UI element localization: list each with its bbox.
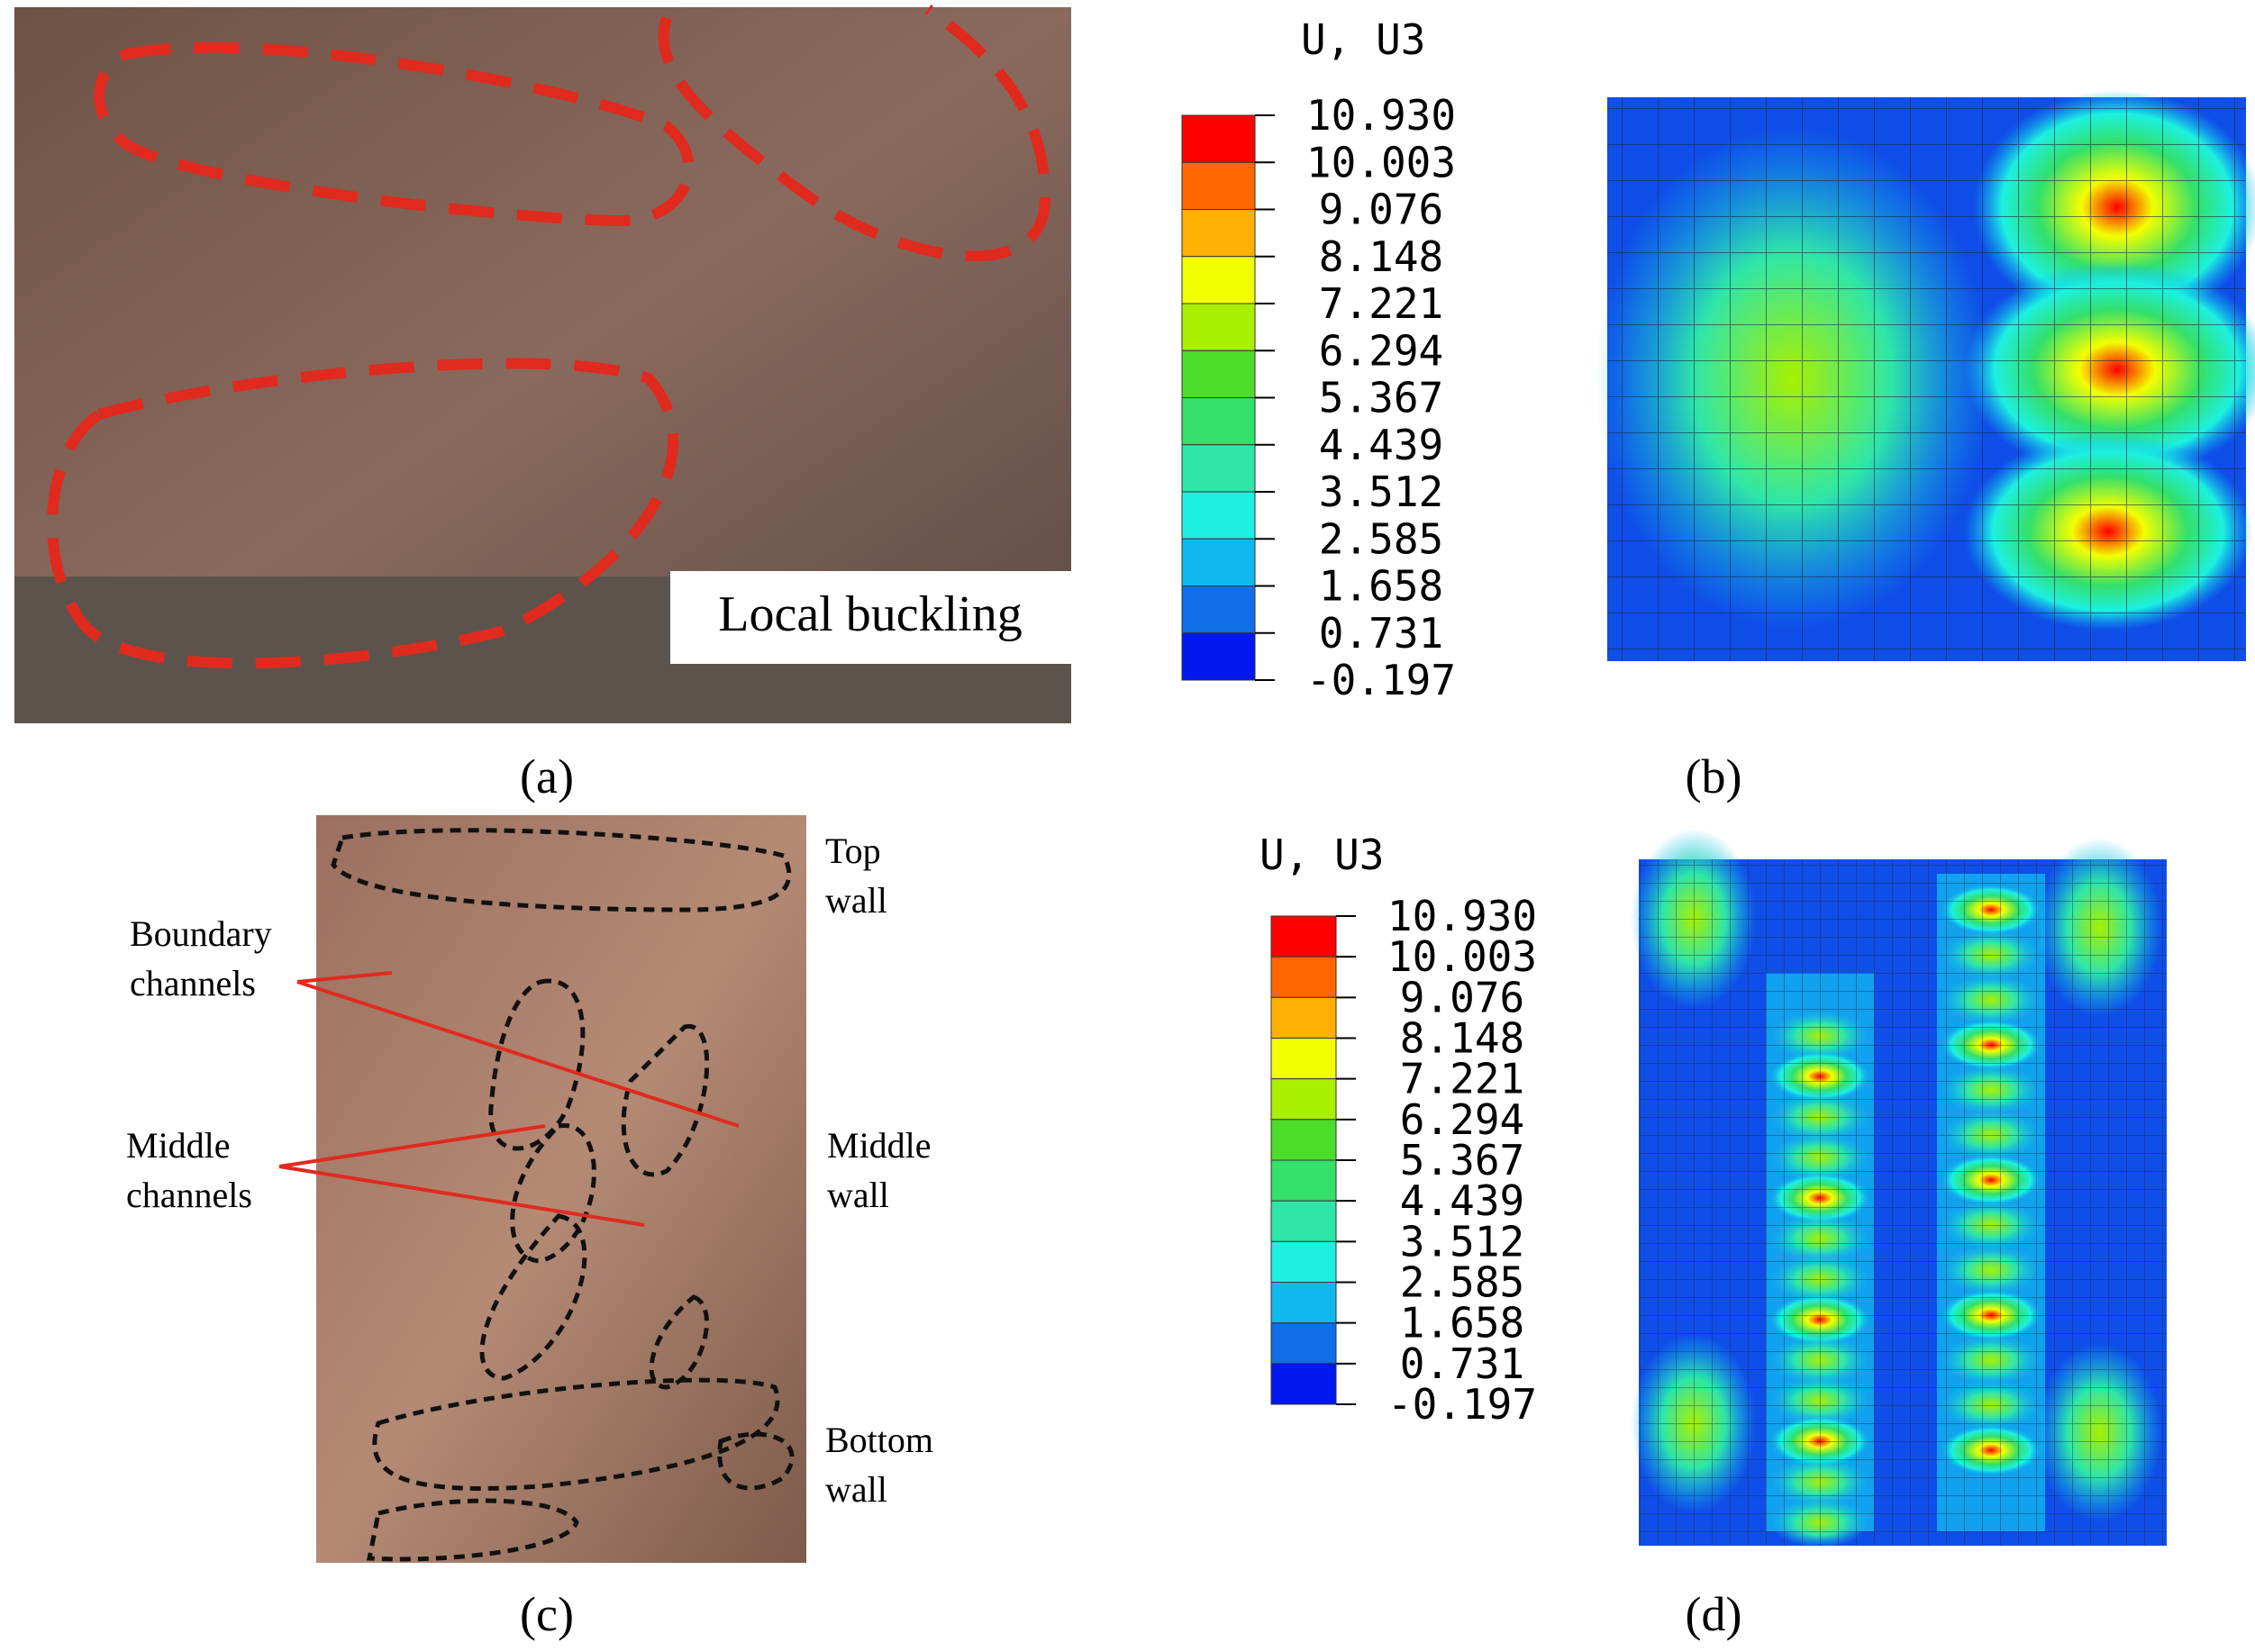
legend-label: 2.585 xyxy=(1319,514,1443,563)
legend-swatch xyxy=(1270,1200,1337,1242)
caption: (c) xyxy=(520,1587,574,1641)
caption: (a) xyxy=(520,749,574,803)
legend-label: 6.294 xyxy=(1319,326,1443,375)
legend-swatch xyxy=(1181,632,1256,681)
label: Boundary xyxy=(130,913,272,954)
legend-label: 5.367 xyxy=(1400,1136,1524,1185)
legend-label: 3.512 xyxy=(1400,1217,1524,1266)
legend-label: 1.658 xyxy=(1400,1299,1524,1348)
legend-swatch xyxy=(1270,1240,1337,1284)
legend-label: 5.367 xyxy=(1319,374,1443,422)
label: Top xyxy=(825,831,881,871)
legend-swatch xyxy=(1181,161,1256,210)
legend-label: 3.512 xyxy=(1319,467,1443,516)
legend-swatch xyxy=(1270,1363,1337,1405)
legend-swatch xyxy=(1181,585,1256,634)
label: Middle xyxy=(827,1125,932,1166)
legend-swatch xyxy=(1270,1159,1337,1202)
legend-title: U, U3 xyxy=(1301,15,1425,64)
legend-title: U, U3 xyxy=(1259,831,1384,879)
legend-label: 8.148 xyxy=(1400,1014,1524,1063)
legend-swatch xyxy=(1181,303,1256,351)
legend-label: 2.585 xyxy=(1400,1258,1524,1307)
legend-swatch xyxy=(1181,538,1256,586)
legend-label: -0.197 xyxy=(1306,656,1456,704)
label: Middle xyxy=(126,1125,231,1166)
label: wall xyxy=(827,1175,889,1215)
legend-label: 9.076 xyxy=(1319,186,1443,234)
legend-label: 4.439 xyxy=(1400,1176,1524,1225)
legend-label: 4.439 xyxy=(1319,421,1443,469)
legend-label: 10.003 xyxy=(1387,932,1537,981)
legend-swatch xyxy=(1270,1119,1337,1161)
label: wall xyxy=(825,880,887,921)
label: Bottom xyxy=(825,1420,933,1460)
legend-label: 0.731 xyxy=(1319,609,1443,658)
legend-swatch xyxy=(1270,1282,1337,1324)
legend-label: 7.221 xyxy=(1319,279,1443,328)
legend-swatch xyxy=(1181,114,1256,163)
legend-label: 6.294 xyxy=(1400,1095,1524,1144)
label: channels xyxy=(130,963,256,1003)
caption: (d) xyxy=(1686,1587,1742,1641)
legend-swatch xyxy=(1181,491,1256,540)
legend-swatch xyxy=(1181,256,1256,304)
legend-label: 0.731 xyxy=(1400,1339,1524,1388)
annotation: Local buckling xyxy=(718,586,1022,642)
legend-swatch xyxy=(1270,1322,1337,1365)
contour-plot-d xyxy=(1631,829,2167,1548)
label: channels xyxy=(126,1175,252,1215)
legend-swatch xyxy=(1270,1038,1337,1080)
legend-swatch xyxy=(1270,915,1337,958)
legend-swatch xyxy=(1181,444,1256,493)
legend-label: 7.221 xyxy=(1400,1055,1524,1103)
photo-c xyxy=(278,815,806,1563)
legend-label: 10.003 xyxy=(1306,138,1456,186)
caption: (b) xyxy=(1686,749,1742,803)
legend-swatch xyxy=(1270,956,1337,998)
legend-swatch xyxy=(1181,397,1256,446)
legend-label: 9.076 xyxy=(1400,973,1524,1021)
legend-label: 8.148 xyxy=(1319,232,1443,281)
legend-swatch xyxy=(1181,209,1256,258)
legend-swatch xyxy=(1270,1078,1337,1121)
legend-label: -0.197 xyxy=(1387,1380,1537,1429)
label: wall xyxy=(825,1469,887,1510)
legend-swatch xyxy=(1270,996,1337,1039)
legend-swatch xyxy=(1181,349,1256,398)
photo-a: Local buckling xyxy=(14,5,1071,723)
contour-plot-b xyxy=(1595,90,2255,661)
legend: U, U3 10.93010.0039.0768.1487.2216.2945.3… xyxy=(1181,15,1456,704)
legend-label: 10.930 xyxy=(1306,91,1456,140)
legend: U, U310.93010.0039.0768.1487.2216.2945.3… xyxy=(1259,831,1537,1429)
legend-label: 1.658 xyxy=(1319,562,1443,611)
legend-label: 10.930 xyxy=(1387,892,1537,940)
